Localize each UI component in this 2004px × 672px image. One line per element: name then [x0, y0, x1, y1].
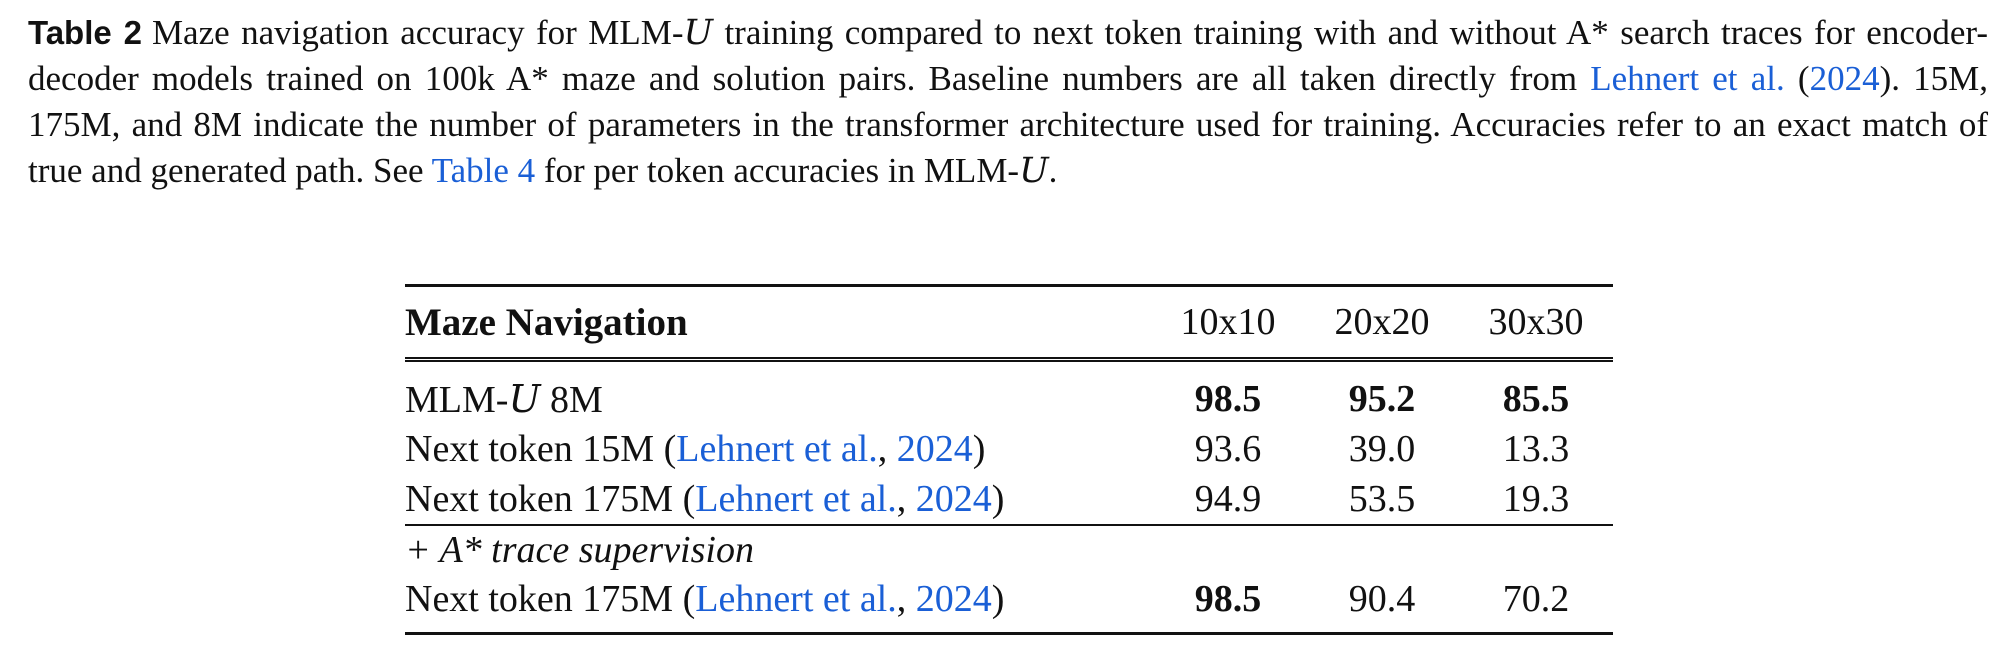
model-name-text: Next token 175M ( — [405, 578, 696, 620]
citation-link-author[interactable]: Lehnert et al. — [695, 578, 897, 620]
citation-link-author[interactable]: Lehnert et al. — [676, 428, 878, 470]
accuracy-cell: 39.0 — [1348, 428, 1416, 470]
calligraphic-u-symbol: U — [1019, 151, 1049, 191]
caption-text: Maze navigation accuracy for MLM- — [151, 13, 684, 52]
model-name-text: MLM- — [405, 378, 509, 421]
calligraphic-u-symbol: U — [683, 13, 714, 53]
caption-text: for per token accuracies in MLM- — [535, 151, 1020, 190]
citation-link-author[interactable]: Lehnert et al. — [1590, 59, 1785, 98]
accuracy-cell: 95.2 — [1348, 378, 1416, 420]
caption-label: Table 2 — [28, 14, 142, 51]
accuracy-cell: 13.3 — [1502, 428, 1570, 470]
citation-link-year[interactable]: 2024 — [915, 578, 992, 620]
table-row: MLM-U 8M 98.5 95.2 85.5 — [405, 360, 1613, 425]
model-name-cell: Next token 175M (Lehnert et al., 2024) — [405, 474, 1151, 525]
accuracy-cell: 98.5 — [1194, 378, 1262, 420]
accuracy-cell: 53.5 — [1348, 478, 1416, 520]
citation-link-year[interactable]: 2024 — [915, 478, 992, 520]
table-caption: Table 2 Maze navigation accuracy for MLM-… — [28, 10, 1988, 194]
table-row: Next token 175M (Lehnert et al., 2024) 9… — [405, 574, 1613, 634]
table-reference-link[interactable]: Table 4 — [431, 151, 536, 190]
citation-separator: , — [896, 478, 916, 520]
citation-close: ) — [991, 578, 1005, 620]
table-row: Next token 15M (Lehnert et al., 2024) 93… — [405, 424, 1613, 474]
citation-link-author[interactable]: Lehnert et al. — [695, 478, 897, 520]
column-header: 20x20 — [1334, 301, 1430, 343]
section-label: + A* trace supervision — [405, 529, 754, 571]
citation-close: ) — [972, 428, 986, 470]
caption-text: ( — [1784, 59, 1810, 98]
caption-text: . — [1048, 151, 1058, 190]
accuracy-cell: 98.5 — [1194, 578, 1262, 620]
accuracy-cell: 90.4 — [1348, 578, 1416, 620]
caption-text: training compared to next token training… — [28, 13, 1988, 98]
header-row: Maze Navigation 10x10 20x20 30x30 — [405, 285, 1613, 360]
citation-link-year[interactable]: 2024 — [896, 428, 973, 470]
table-title-header: Maze Navigation — [405, 300, 688, 344]
model-name-cell: Next token 175M (Lehnert et al., 2024) — [405, 574, 1151, 634]
model-name-text: 8M — [540, 378, 603, 421]
results-table: Maze Navigation 10x10 20x20 30x30 MLM-U … — [405, 284, 1613, 635]
citation-separator: , — [896, 578, 916, 620]
section-header-row: + A* trace supervision — [405, 525, 1613, 574]
model-name-text: Next token 15M ( — [405, 428, 677, 470]
model-name-text: Next token 175M ( — [405, 478, 696, 520]
column-header: 30x30 — [1488, 301, 1584, 343]
calligraphic-u-symbol: U — [508, 376, 541, 421]
citation-separator: , — [877, 428, 897, 470]
accuracy-cell: 70.2 — [1502, 578, 1570, 620]
caption-text: ). 15M, 175M, and 8M indicate the number… — [28, 59, 1989, 190]
model-name-cell: MLM-U 8M — [405, 360, 1151, 425]
accuracy-cell: 93.6 — [1194, 428, 1262, 470]
table-row: Next token 175M (Lehnert et al., 2024) 9… — [405, 474, 1613, 525]
model-name-cell: Next token 15M (Lehnert et al., 2024) — [405, 424, 1151, 474]
column-header: 10x10 — [1180, 301, 1276, 343]
citation-link-year[interactable]: 2024 — [1809, 59, 1880, 98]
accuracy-cell: 85.5 — [1502, 378, 1570, 420]
results-table-container: Maze Navigation 10x10 20x20 30x30 MLM-U … — [405, 284, 1613, 635]
accuracy-cell: 19.3 — [1502, 478, 1570, 520]
citation-close: ) — [991, 478, 1005, 520]
accuracy-cell: 94.9 — [1194, 478, 1262, 520]
